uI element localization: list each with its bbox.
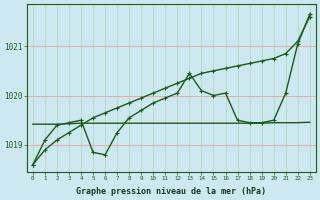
X-axis label: Graphe pression niveau de la mer (hPa): Graphe pression niveau de la mer (hPa)	[76, 187, 266, 196]
